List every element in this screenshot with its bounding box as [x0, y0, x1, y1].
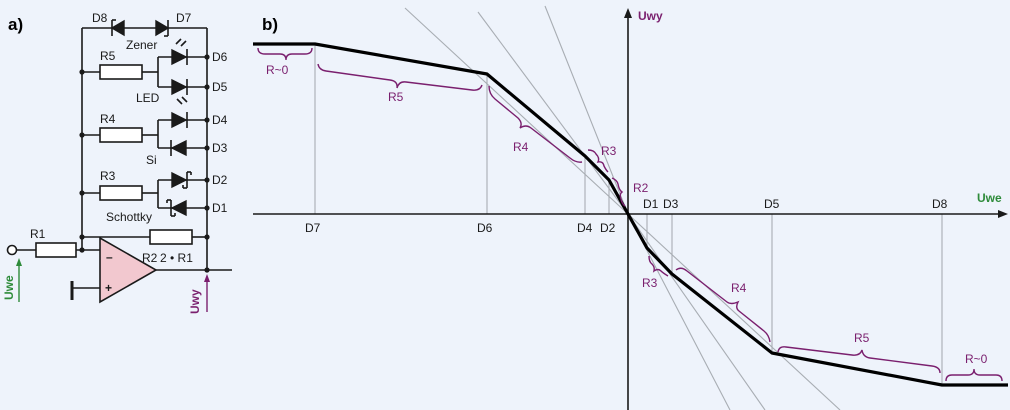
resistor-r4 [99, 127, 143, 143]
segment-label-r0-right: R~0 [965, 352, 988, 366]
x-mark-d2: D2 [600, 221, 616, 235]
diode-d1 [166, 199, 187, 217]
input-terminal [6, 244, 18, 256]
resistor-r1 [35, 242, 77, 258]
label-d6: D6 [212, 50, 228, 64]
y-axis-label: Uwy [638, 9, 663, 23]
x-mark-d4: D4 [577, 221, 593, 235]
label-r4: R4 [100, 112, 116, 126]
circuit-schematic: D8 D7 Zener R5 D6 D5 LED [2, 11, 232, 314]
label-d4: D4 [212, 113, 228, 127]
x-mark-d6: D6 [477, 221, 493, 235]
diode-d5 [171, 78, 188, 105]
label-si: Si [146, 153, 157, 167]
segment-label-r3-right: R3 [642, 276, 658, 290]
label-d3: D3 [212, 141, 228, 155]
x-mark-d8: D8 [932, 197, 948, 211]
asymptote-line [627, 213, 841, 410]
label-uwe-circuit: Uwe [2, 275, 16, 300]
resistor-r2 [149, 229, 193, 245]
transfer-curve [253, 42, 1008, 387]
panel-a-label: a) [8, 15, 23, 34]
characteristic-plot: Uwy Uwe D7 D6 D4 D2 D1 D3 D5 D8 R~0 R5 R… [253, 5, 1008, 410]
segment-label-r3-left: R3 [601, 144, 617, 158]
asymptote-line [544, 5, 629, 215]
label-r2-value: 2 • R1 [160, 251, 193, 265]
label-uwy-circuit: Uwy [188, 289, 202, 314]
x-mark-d1: D1 [643, 197, 659, 211]
diode-d7 [155, 19, 170, 37]
label-r3: R3 [100, 169, 116, 183]
label-zener: Zener [126, 38, 157, 52]
diode-d3 [170, 139, 187, 157]
segment-label-r2: R2 [633, 181, 649, 195]
segment-label-r5-left: R5 [388, 90, 404, 104]
label-schottky: Schottky [106, 210, 152, 224]
segment-label-r4-right: R4 [731, 281, 747, 295]
opamp [99, 236, 158, 304]
label-led: LED [136, 91, 160, 105]
asymptote-line [627, 213, 766, 410]
diode-d4 [171, 111, 188, 129]
label-r2: R2 [142, 251, 158, 265]
diode-d2 [171, 171, 192, 189]
asymptote-line [477, 11, 629, 215]
x-mark-d3: D3 [663, 197, 679, 211]
label-d7: D7 [176, 11, 192, 25]
label-d8: D8 [92, 11, 108, 25]
resistor-r5 [99, 64, 143, 80]
segment-label-r4-left: R4 [513, 140, 529, 154]
label-r1: R1 [30, 227, 46, 241]
label-d5: D5 [212, 80, 228, 94]
opamp-plus: + [105, 281, 112, 295]
label-d2: D2 [212, 173, 228, 187]
diode-d8 [110, 19, 125, 37]
opamp-minus: – [106, 250, 113, 264]
diode-d6 [171, 38, 188, 66]
label-d1: D1 [212, 201, 228, 215]
x-mark-d5: D5 [764, 197, 780, 211]
segment-label-r0-left: R~0 [266, 63, 289, 77]
asymptote-line [404, 7, 629, 215]
panel-b-label: b) [262, 15, 278, 34]
x-axis-label: Uwe [977, 191, 1002, 205]
label-r5: R5 [100, 49, 116, 63]
resistor-r3 [99, 185, 143, 201]
segment-label-r5-right: R5 [854, 331, 870, 345]
x-mark-d7: D7 [305, 221, 321, 235]
